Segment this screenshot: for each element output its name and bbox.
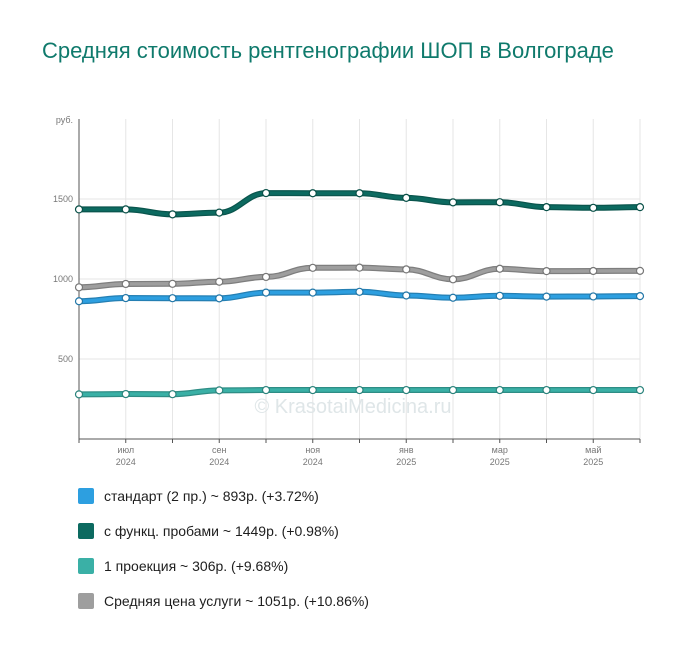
data-point (355, 385, 364, 395)
data-point (308, 385, 317, 395)
data-point (402, 193, 411, 202)
x-tick-label-year: 2024 (116, 457, 136, 467)
data-point (589, 203, 598, 212)
data-point (589, 385, 598, 395)
data-point (121, 205, 130, 214)
data-point (215, 294, 224, 303)
data-point (355, 263, 364, 272)
legend-label: с функц. пробами ~ 1449р. (+0.98%) (104, 523, 339, 539)
x-tick-label-year: 2024 (209, 457, 229, 467)
x-tick-label-month: янв (399, 445, 414, 455)
data-point (168, 279, 177, 288)
data-point (635, 292, 645, 301)
series-1 (74, 188, 645, 219)
legend-label: стандарт (2 пр.) ~ 893р. (+3.72%) (104, 488, 319, 504)
data-point (589, 292, 598, 301)
data-point (635, 385, 645, 395)
data-point (261, 272, 271, 282)
series-0 (74, 287, 645, 306)
chart-title: Средняя стоимость рентгенографии ШОП в В… (42, 38, 614, 63)
legend-item-standard[interactable]: стандарт (2 пр.) ~ 893р. (+3.72%) (78, 486, 369, 506)
data-point (495, 198, 504, 207)
data-point (589, 266, 598, 276)
x-tick-label-year: 2025 (396, 457, 416, 467)
data-point (215, 277, 224, 286)
legend-label: 1 проекция ~ 306р. (+9.68%) (104, 558, 289, 574)
data-point (542, 267, 551, 276)
y-tick-label: 1500 (53, 194, 73, 204)
x-tick-label-year: 2024 (303, 457, 323, 467)
data-point (495, 385, 504, 395)
x-tick-label-month: мар (492, 445, 508, 455)
data-point (542, 385, 551, 395)
data-point (448, 198, 458, 207)
data-point (402, 265, 411, 274)
y-tick-label: 500 (58, 354, 73, 364)
legend-swatch (78, 488, 94, 504)
legend-swatch (78, 558, 94, 574)
data-point (261, 288, 271, 297)
data-point (448, 275, 458, 284)
data-point (168, 210, 177, 219)
legend: стандарт (2 пр.) ~ 893р. (+3.72%) с функ… (78, 486, 369, 626)
data-point (168, 294, 177, 303)
legend-swatch (78, 523, 94, 539)
data-point (215, 208, 224, 217)
x-tick-label-year: 2025 (490, 457, 510, 467)
chart-series (74, 188, 645, 399)
data-point (261, 385, 271, 395)
chart-axes: 500 1000 1500 руб. июл 2024 сен 2024 ноя 2024 янв 2… (53, 115, 641, 467)
x-tick-label-year: 2025 (583, 457, 603, 467)
data-point (448, 385, 458, 395)
data-point (308, 189, 317, 198)
legend-item-average[interactable]: Средняя цена услуги ~ 1051р. (+10.86%) (78, 591, 369, 611)
line-chart: © KrasotaiMedicina.ru 500 1000 1500 руб. июл… (53, 115, 645, 467)
data-point (355, 189, 364, 198)
data-point (542, 292, 551, 301)
data-point (635, 266, 645, 275)
series-2 (74, 385, 645, 399)
y-axis-label: руб. (56, 115, 73, 125)
legend-label: Средняя цена услуги ~ 1051р. (+10.86%) (104, 593, 369, 609)
data-point (635, 203, 645, 212)
data-point (215, 386, 224, 395)
x-tick-label-month: сен (212, 445, 227, 455)
data-point (261, 188, 271, 198)
data-point (121, 389, 130, 399)
data-point (121, 293, 130, 303)
data-point (402, 385, 411, 395)
legend-item-functional[interactable]: с функц. пробами ~ 1449р. (+0.98%) (78, 521, 369, 541)
data-point (542, 203, 551, 212)
data-point (74, 205, 84, 214)
watermark: © KrasotaiMedicina.ru (254, 396, 451, 418)
data-point (308, 263, 317, 272)
data-point (74, 297, 84, 306)
data-point (121, 279, 130, 289)
x-tick-label-month: май (585, 445, 601, 455)
legend-swatch (78, 593, 94, 609)
data-point (74, 390, 84, 399)
x-tick-label-month: июл (117, 445, 134, 455)
x-tick-label-month: ноя (305, 445, 320, 455)
data-point (308, 288, 317, 297)
data-point (74, 283, 84, 292)
legend-item-one-projection[interactable]: 1 проекция ~ 306р. (+9.68%) (78, 556, 369, 576)
data-point (495, 264, 504, 273)
data-point (402, 291, 411, 300)
data-point (168, 390, 177, 399)
data-point (448, 293, 458, 302)
data-point (355, 287, 364, 296)
data-point (495, 291, 504, 300)
chart-grid (78, 119, 641, 439)
y-tick-label: 1000 (53, 274, 73, 284)
series-3 (74, 263, 645, 292)
